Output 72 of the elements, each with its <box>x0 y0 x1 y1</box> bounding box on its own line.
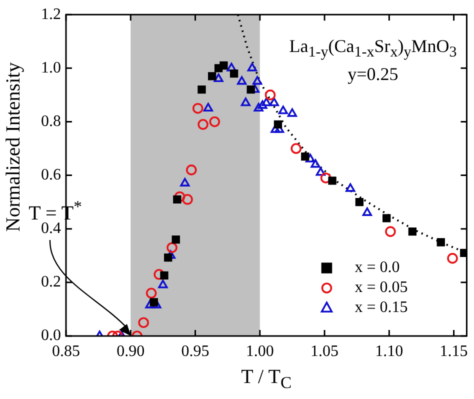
point <box>230 69 238 78</box>
x-tick-label: 0.90 <box>116 342 145 360</box>
point <box>192 102 204 114</box>
point <box>290 143 302 154</box>
point <box>180 178 190 186</box>
x-tick-label: 0.85 <box>52 342 80 360</box>
point <box>408 227 417 236</box>
point <box>160 271 168 280</box>
point <box>247 62 257 72</box>
point <box>287 108 298 117</box>
point <box>262 98 272 106</box>
legend-label: x = 0.15 <box>354 299 408 316</box>
point <box>164 253 172 262</box>
point <box>209 116 220 128</box>
point <box>182 194 193 205</box>
x-tick-label: 1.00 <box>246 342 274 360</box>
point <box>237 76 247 85</box>
legend-label: x = 0.05 <box>354 279 408 296</box>
point <box>208 72 216 80</box>
point <box>346 183 356 192</box>
point <box>203 102 213 112</box>
y-axis-title: Normalized Intensity <box>2 62 26 232</box>
point <box>252 76 262 85</box>
x-tick-label: 1.10 <box>375 342 404 360</box>
point <box>328 176 336 185</box>
x-tick-label: 0.95 <box>181 342 210 360</box>
point <box>214 73 224 82</box>
point <box>264 90 276 100</box>
point <box>172 236 180 244</box>
point <box>146 288 157 299</box>
point <box>310 159 320 168</box>
x-axis-title: T / T$_{C}$ <box>240 366 293 393</box>
legend-label: x = 0.0 <box>354 259 400 276</box>
point <box>138 317 149 328</box>
y-tick-label: 1.2 <box>41 6 61 23</box>
point <box>258 100 268 109</box>
point <box>274 120 282 128</box>
point <box>362 207 372 216</box>
point <box>226 62 236 72</box>
point <box>447 252 458 264</box>
point <box>150 298 158 306</box>
point <box>306 154 316 162</box>
point <box>254 102 264 112</box>
point <box>186 164 197 176</box>
point <box>240 98 250 106</box>
y-tick-label: 0.8 <box>41 112 61 130</box>
point <box>158 280 168 288</box>
point <box>301 152 310 161</box>
point <box>316 167 326 176</box>
point <box>385 226 396 237</box>
text: La$_{1-y}$(Ca$_{1-x}$Sr$_{x}$)$_{y}$MnO$_{3}$ <box>289 36 457 60</box>
point <box>436 238 445 246</box>
point <box>246 86 255 94</box>
point <box>269 98 279 106</box>
point <box>198 119 208 130</box>
y-tick-label: 1.0 <box>41 59 61 76</box>
point <box>355 198 364 206</box>
point <box>382 214 391 222</box>
point <box>166 242 178 254</box>
point <box>320 172 332 184</box>
point <box>220 61 228 70</box>
point <box>460 248 467 258</box>
annotation: y=0.25 <box>346 63 400 86</box>
point <box>154 269 164 280</box>
y-tick-label: 0.6 <box>41 166 61 184</box>
point <box>278 106 288 114</box>
point <box>145 300 155 308</box>
x-tick-label: 1.15 <box>440 342 468 360</box>
x-tick-label: 1.05 <box>310 342 339 360</box>
point <box>198 86 206 94</box>
y-tick-label: 0.4 <box>41 220 61 238</box>
point <box>173 195 182 204</box>
